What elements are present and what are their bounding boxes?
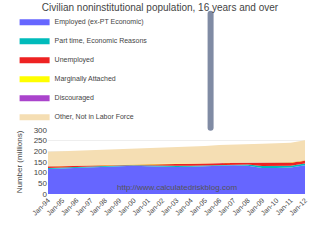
svg-text:150: 150: [34, 158, 48, 167]
svg-text:300: 300: [34, 126, 48, 135]
svg-text:Jan-04: Jan-04: [174, 197, 194, 217]
svg-text:Other, Not in Labor Force: Other, Not in Labor Force: [55, 113, 134, 120]
svg-text:Jan-05: Jan-05: [188, 197, 208, 217]
svg-text:Jan-98: Jan-98: [88, 197, 108, 217]
svg-text:200: 200: [34, 147, 48, 156]
svg-text:Jan-08: Jan-08: [231, 197, 251, 217]
svg-text:Jan-95: Jan-95: [45, 197, 65, 217]
svg-text:Jan-00: Jan-00: [117, 197, 137, 217]
svg-text:Jan-11: Jan-11: [274, 197, 294, 217]
svg-text:Unemployed: Unemployed: [55, 56, 94, 64]
svg-text:Jan-02: Jan-02: [145, 197, 165, 217]
svg-text:Jan-94: Jan-94: [31, 197, 51, 217]
svg-text:Jan-09: Jan-09: [245, 197, 265, 217]
svg-text:Jan-03: Jan-03: [160, 197, 180, 217]
svg-text:Discouraged: Discouraged: [55, 94, 94, 102]
svg-text:50: 50: [38, 179, 47, 188]
svg-text:http://www.calculatedriskblog.: http://www.calculatedriskblog.com: [117, 183, 237, 192]
svg-text:Jan-01: Jan-01: [131, 197, 151, 217]
svg-text:Jan-07: Jan-07: [217, 197, 237, 217]
svg-text:Number (millions): Number (millions): [15, 130, 24, 193]
svg-text:Civilian noninstitutional popu: Civilian noninstitutional population, 16…: [42, 2, 279, 13]
svg-text:Jan-06: Jan-06: [202, 197, 222, 217]
svg-text:Part time, Economic Reasons: Part time, Economic Reasons: [55, 37, 148, 44]
svg-text:0: 0: [43, 190, 48, 199]
svg-text:Marginally Attached: Marginally Attached: [55, 75, 116, 83]
svg-text:Jan-96: Jan-96: [60, 197, 80, 217]
svg-text:Jan-12: Jan-12: [288, 197, 308, 217]
svg-text:Jan-10: Jan-10: [260, 197, 280, 217]
svg-text:Jan-99: Jan-99: [102, 197, 122, 217]
svg-text:100: 100: [34, 168, 48, 177]
svg-text:250: 250: [34, 136, 48, 145]
svg-text:Employed (ex-PT Economic): Employed (ex-PT Economic): [55, 18, 144, 26]
svg-text:Jan-97: Jan-97: [74, 197, 94, 217]
